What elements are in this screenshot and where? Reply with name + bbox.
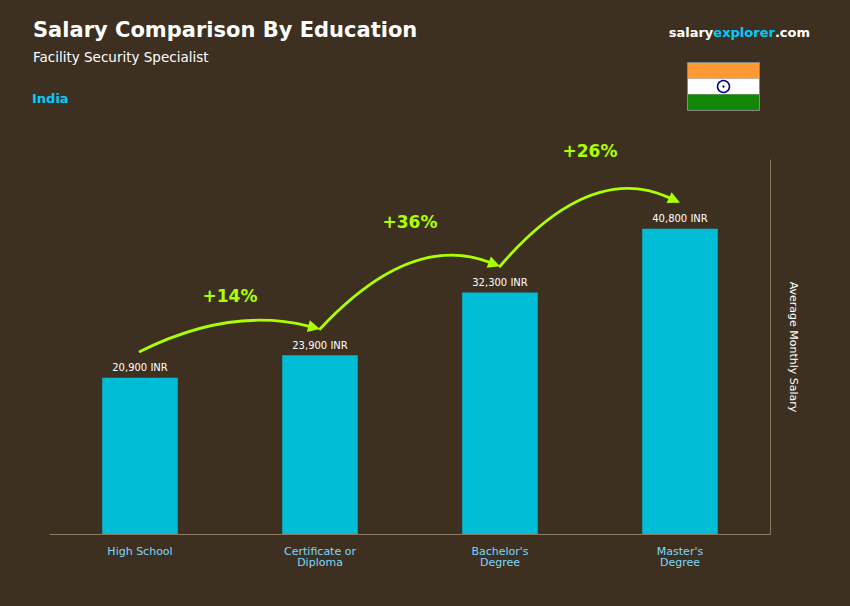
svg-text:High School: High School: [107, 545, 172, 558]
svg-text:salary: salary: [669, 25, 714, 40]
svg-text:+36%: +36%: [383, 212, 438, 232]
svg-text:Diploma: Diploma: [297, 556, 343, 569]
svg-text:23,900 INR: 23,900 INR: [292, 340, 348, 351]
svg-text:+26%: +26%: [563, 141, 618, 161]
svg-text:Facility Security Specialist: Facility Security Specialist: [33, 49, 209, 65]
svg-text:.com: .com: [775, 25, 810, 40]
svg-text:Degree: Degree: [660, 556, 700, 569]
svg-text:40,800 INR: 40,800 INR: [652, 213, 708, 224]
svg-text:+14%: +14%: [203, 286, 258, 306]
svg-text:explorer: explorer: [713, 25, 775, 40]
svg-text:Average Monthly Salary: Average Monthly Salary: [787, 282, 800, 413]
svg-text:Certificate or: Certificate or: [284, 545, 356, 558]
svg-text:Bachelor's: Bachelor's: [471, 545, 529, 558]
svg-text:India: India: [32, 91, 69, 106]
svg-text:20,900 INR: 20,900 INR: [112, 362, 168, 373]
svg-text:Master's: Master's: [656, 545, 704, 558]
svg-text:Salary Comparison By Education: Salary Comparison By Education: [33, 18, 417, 42]
svg-text:32,300 INR: 32,300 INR: [472, 277, 528, 288]
svg-text:Degree: Degree: [480, 556, 520, 569]
